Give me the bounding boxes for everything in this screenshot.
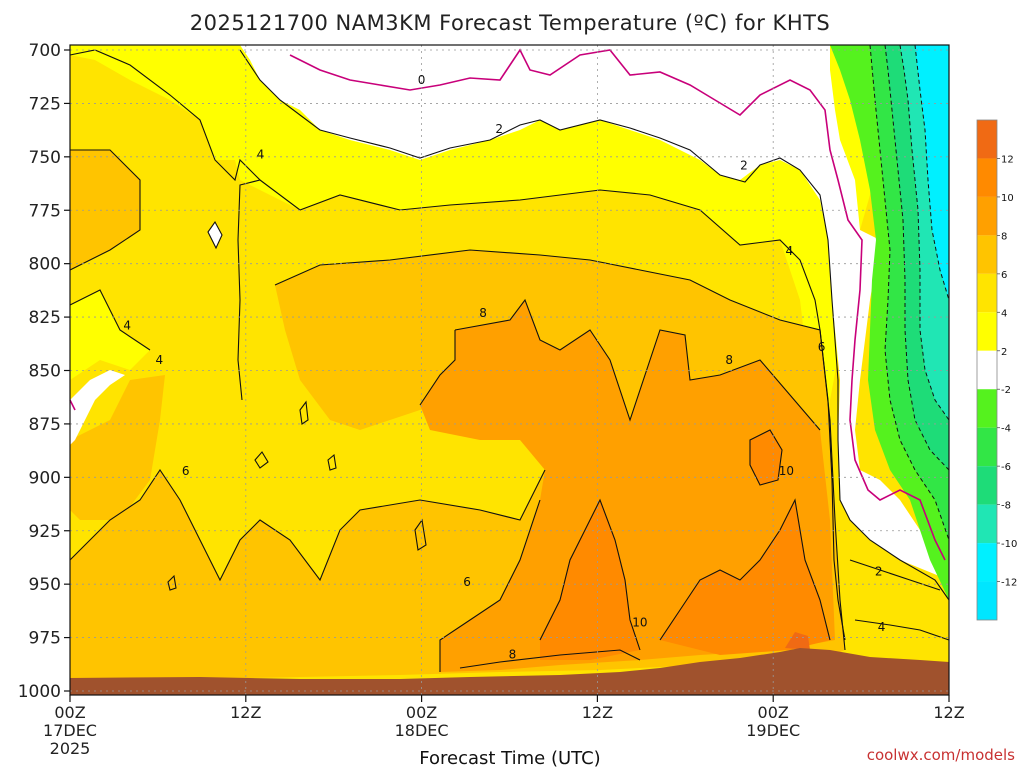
- y-tick-label: 950: [29, 575, 61, 595]
- colorbar-label: -2: [1001, 385, 1011, 396]
- colorbar-swatch: [977, 273, 997, 313]
- y-tick-label: 975: [29, 629, 61, 649]
- band-10-12-c: [750, 430, 782, 485]
- contour-label: 4: [156, 353, 164, 367]
- colorbar-swatch: [977, 235, 997, 274]
- band-10-12-b: [660, 500, 830, 655]
- contour-label: 4: [785, 244, 793, 258]
- colorbar-label: 12: [1001, 154, 1014, 165]
- colorbar-label: 6: [1001, 270, 1007, 281]
- colorbar-swatch: [977, 466, 997, 505]
- y-tick-label: 925: [29, 522, 61, 542]
- colorbar-legend: 12 10 8 6 4 2 -2 -4 -6 -8 -10 -12: [976, 119, 1017, 621]
- y-tick-label: 800: [29, 255, 61, 275]
- contour-label: 4: [878, 620, 886, 634]
- x-tick-label: 12Z: [230, 703, 261, 722]
- y-tick-label: 875: [29, 415, 61, 435]
- contour-label: 6: [818, 340, 826, 354]
- colorbar-swatch: [977, 120, 997, 159]
- y-tick-label: 825: [29, 308, 61, 328]
- contour-label: 8: [479, 306, 487, 320]
- colorbar-label: -4: [1001, 424, 1011, 435]
- colorbar-label: -6: [1001, 462, 1011, 473]
- contour-label: 2: [740, 158, 748, 172]
- band-m12-m10: [915, 45, 949, 300]
- colorbar-label: -10: [1001, 539, 1017, 550]
- contour-label: 4: [257, 148, 265, 162]
- contour-label: 10: [779, 464, 794, 478]
- contour-label: 4: [123, 319, 131, 333]
- contour-label: 6: [463, 575, 471, 589]
- x-tick-label: 00Z: [54, 703, 85, 722]
- chart-title: 2025121700 NAM3KM Forecast Temperature (…: [190, 11, 831, 35]
- freezing-line-contour: [289, 48, 946, 561]
- colorbar-swatch: [977, 312, 997, 351]
- colorbar-label: 8: [1001, 231, 1007, 242]
- y-tick-label: 1000: [18, 682, 61, 702]
- colorbar-label: 10: [1001, 193, 1014, 204]
- colorbar-swatch: [977, 389, 997, 428]
- y-tick-label: 750: [29, 148, 61, 168]
- colorbar-swatch: [977, 350, 997, 390]
- colorbar-swatch: [977, 158, 997, 197]
- y-axis: 700 725 750 775 800 825 850 875 900 925 950 975 1000: [18, 41, 70, 702]
- colorbar-label: 4: [1001, 308, 1007, 319]
- colorbar-swatch: [977, 504, 997, 544]
- plot-area: [69, 44, 950, 696]
- temperature-contours: [69, 49, 950, 672]
- band-m2-2-left: [70, 370, 125, 445]
- y-tick-label: 700: [29, 41, 61, 61]
- contour-label: 2: [875, 564, 883, 578]
- colorbar-label: -8: [1001, 501, 1011, 512]
- x-tick-label: 12Z: [582, 703, 613, 722]
- ground-surface: [70, 648, 949, 695]
- contour-label: 8: [509, 648, 517, 662]
- y-tick-label: 725: [29, 94, 61, 114]
- x-tick-label: 00Z: [406, 703, 437, 722]
- grid: [69, 45, 950, 695]
- y-tick-label: 900: [29, 468, 61, 488]
- x-tick-date: 17DEC: [43, 721, 97, 740]
- band-m2-2-top: [240, 45, 949, 600]
- x-tick-label: 00Z: [758, 703, 789, 722]
- contour-label: 2: [495, 122, 503, 136]
- x-axis-title: Forecast Time (UTC): [419, 748, 600, 768]
- x-tick-label: 12Z: [933, 703, 964, 722]
- band-6-8: [70, 150, 140, 270]
- colorbar-swatch: [977, 196, 997, 236]
- negative-contours: [869, 44, 950, 541]
- freezing-line-left: [69, 399, 76, 411]
- colorbar-frame: [976, 119, 998, 621]
- x-tick-date: 18DEC: [395, 721, 449, 740]
- contour-label: 10: [632, 616, 647, 630]
- y-tick-label: 775: [29, 201, 61, 221]
- colorbar-label: -12: [1001, 578, 1017, 589]
- colorbar-swatch: [977, 581, 997, 620]
- x-tick-date: 19DEC: [746, 721, 800, 740]
- colorbar-label: 2: [1001, 347, 1007, 358]
- band-6-8-left: [70, 375, 165, 520]
- colorbar-swatch: [977, 543, 997, 582]
- contour-label: 8: [725, 353, 733, 367]
- band-gt-12: [785, 632, 810, 650]
- credit-link[interactable]: coolwx.com/models: [867, 746, 1015, 764]
- band-2-4-left: [70, 290, 150, 380]
- x-tick-year: 2025: [50, 739, 91, 758]
- contour-label: 6: [182, 464, 190, 478]
- y-tick-label: 850: [29, 362, 61, 382]
- contour-label: 0: [418, 73, 426, 87]
- colorbar-swatch: [977, 427, 997, 467]
- contour-labels: 0 2 2 4 4 4 4 6 6 6 8 8 8 10 10 2 4: [123, 73, 885, 662]
